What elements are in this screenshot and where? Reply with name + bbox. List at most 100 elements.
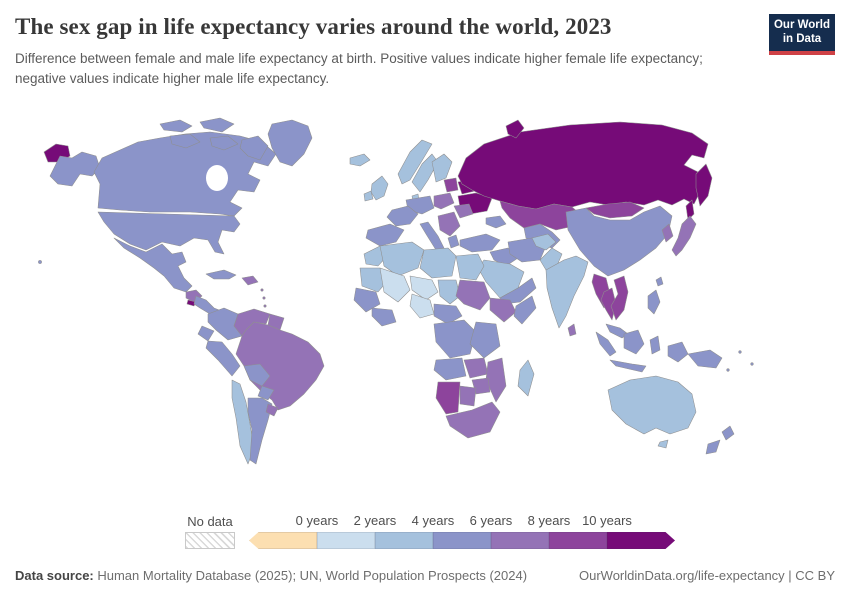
country-chad[interactable] xyxy=(437,279,461,305)
country-philippines[interactable] xyxy=(647,289,661,315)
country-balkans[interactable] xyxy=(437,211,461,237)
country-mozambique[interactable] xyxy=(485,357,507,403)
country-indonesia-borneo[interactable] xyxy=(623,329,645,355)
country-el-salvador[interactable] xyxy=(186,299,197,307)
legend-ticks: 0 years 2 years 4 years 6 years 8 years … xyxy=(259,513,675,531)
owid-link[interactable]: OurWorldinData.org/life-expectancy | CC … xyxy=(578,568,835,583)
country-paraguay[interactable] xyxy=(257,385,275,401)
country-australia[interactable] xyxy=(607,375,697,435)
country-sri-lanka[interactable] xyxy=(567,323,577,337)
country-united-kingdom[interactable] xyxy=(370,175,389,201)
country-greenland[interactable] xyxy=(267,119,313,167)
country-sudan[interactable] xyxy=(455,279,491,311)
country-ecuador[interactable] xyxy=(197,325,215,342)
country-russia-sakhalin[interactable] xyxy=(685,199,695,221)
country-norway[interactable] xyxy=(397,139,433,185)
country-indonesia-sumatra[interactable] xyxy=(595,331,617,357)
country-russia-novaya-zemlya[interactable] xyxy=(505,119,525,139)
country-papua-new-guinea[interactable] xyxy=(687,349,723,369)
country-india[interactable] xyxy=(545,255,589,329)
country-pacific-island-1[interactable] xyxy=(738,350,742,354)
country-antilles-1[interactable] xyxy=(260,288,264,292)
country-indonesia-java[interactable] xyxy=(609,359,647,373)
legend-bin-8-10[interactable] xyxy=(549,532,607,549)
country-peru[interactable] xyxy=(205,340,241,377)
country-antilles-3[interactable] xyxy=(263,304,267,308)
country-indonesia-sulawesi[interactable] xyxy=(649,335,661,355)
country-iberia[interactable] xyxy=(365,223,405,247)
country-mongolia[interactable] xyxy=(585,201,645,219)
country-mexico[interactable] xyxy=(113,237,193,293)
country-argentina[interactable] xyxy=(247,397,273,465)
data-source-label: Data source: xyxy=(15,568,94,583)
country-pacific-island-2[interactable] xyxy=(750,362,754,366)
country-dr-congo[interactable] xyxy=(433,319,477,359)
country-uruguay[interactable] xyxy=(265,403,279,417)
country-hispaniola[interactable] xyxy=(241,275,259,286)
country-canada[interactable] xyxy=(93,131,277,217)
legend-bin-6-8[interactable] xyxy=(491,532,549,549)
country-new-zealand-south[interactable] xyxy=(705,439,721,455)
country-niger[interactable] xyxy=(409,275,439,301)
country-baltic-states[interactable] xyxy=(443,177,459,193)
country-russia-kamchatka[interactable] xyxy=(695,163,713,207)
country-cuba[interactable] xyxy=(205,269,237,280)
country-mali[interactable] xyxy=(379,267,411,303)
country-south-africa[interactable] xyxy=(445,401,501,439)
country-botswana[interactable] xyxy=(459,385,477,407)
country-canada-island-2[interactable] xyxy=(199,117,235,133)
country-canada-baffin[interactable] xyxy=(239,135,269,161)
country-vietnam-laos[interactable] xyxy=(610,275,629,321)
country-pacific-island-3[interactable] xyxy=(726,368,730,372)
country-turkey[interactable] xyxy=(459,233,501,253)
country-somalia[interactable] xyxy=(513,295,537,325)
country-canada-island-4[interactable] xyxy=(209,135,239,151)
country-new-zealand-north[interactable] xyxy=(721,425,735,441)
country-bolivia[interactable] xyxy=(243,363,271,387)
country-antilles-2[interactable] xyxy=(262,296,266,300)
country-iceland[interactable] xyxy=(349,153,371,167)
country-thailand[interactable] xyxy=(600,287,617,321)
owid-logo-line1: Our World xyxy=(773,18,830,31)
country-japan[interactable] xyxy=(671,215,697,257)
country-ireland[interactable] xyxy=(363,190,374,202)
legend-bin-10-plus[interactable] xyxy=(607,532,675,549)
country-cameroon-car[interactable] xyxy=(433,303,463,325)
country-caucasus[interactable] xyxy=(485,215,507,229)
country-canada-island-1[interactable] xyxy=(159,119,193,133)
country-ethiopia[interactable] xyxy=(489,297,517,323)
country-nigeria[interactable] xyxy=(409,293,435,319)
country-angola[interactable] xyxy=(433,357,467,381)
country-russia[interactable] xyxy=(457,121,709,210)
country-greece[interactable] xyxy=(447,234,460,249)
country-egypt[interactable] xyxy=(455,253,485,281)
country-kenya-tanzania[interactable] xyxy=(469,321,501,359)
country-finland[interactable] xyxy=(431,153,453,183)
country-indonesia-papua[interactable] xyxy=(667,341,689,363)
country-namibia[interactable] xyxy=(435,381,461,415)
country-algeria[interactable] xyxy=(379,241,425,277)
legend-bin-4-6[interactable] xyxy=(433,532,491,549)
country-canada-island-3[interactable] xyxy=(169,133,201,149)
country-madagascar[interactable] xyxy=(517,359,535,397)
country-zambia[interactable] xyxy=(463,357,489,379)
legend-bin-0-2[interactable] xyxy=(317,532,375,549)
owid-logo[interactable]: Our World in Data xyxy=(769,14,835,55)
country-australia-tasmania[interactable] xyxy=(657,439,669,449)
country-korea[interactable] xyxy=(661,223,674,243)
country-france[interactable] xyxy=(386,205,419,227)
country-italy[interactable] xyxy=(419,221,445,251)
country-taiwan[interactable] xyxy=(655,276,664,287)
chart-header: The sex gap in life expectancy varies ar… xyxy=(15,14,835,88)
country-usa[interactable] xyxy=(97,211,241,255)
country-ghana-ivory-coast[interactable] xyxy=(371,307,397,327)
legend-no-data-swatch[interactable] xyxy=(185,532,235,549)
legend-bin-2-4[interactable] xyxy=(375,532,433,549)
chart-title: The sex gap in life expectancy varies ar… xyxy=(15,14,612,39)
country-usa-hawaii[interactable] xyxy=(38,260,42,264)
country-poland[interactable] xyxy=(433,192,455,210)
country-afghanistan[interactable] xyxy=(531,233,557,251)
legend-bin-negative[interactable] xyxy=(249,532,317,549)
country-libya[interactable] xyxy=(419,247,457,279)
country-romania[interactable] xyxy=(453,203,474,219)
